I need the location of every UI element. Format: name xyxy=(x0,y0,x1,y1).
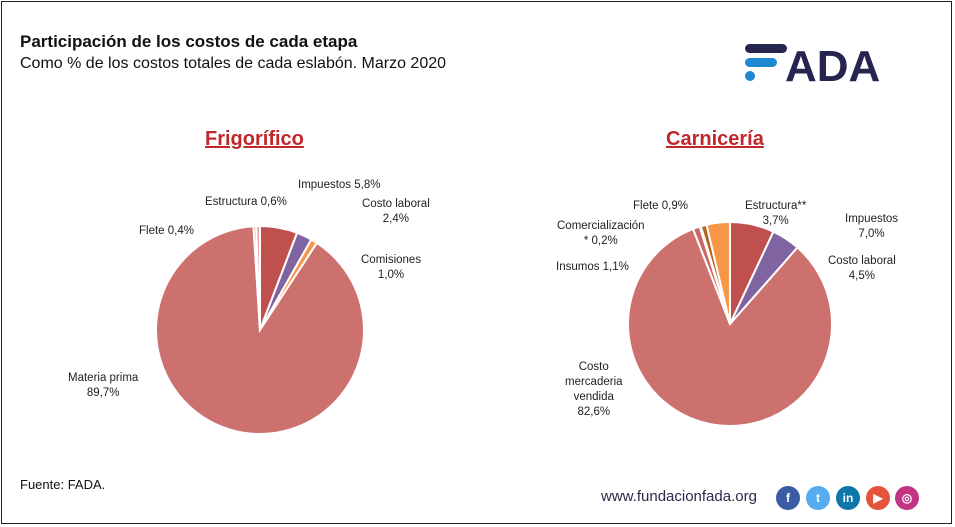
label-value: * 0,2% xyxy=(583,235,618,247)
label-estructura: Estructura** 3,7% xyxy=(745,199,806,229)
label-text: Comercialización xyxy=(557,220,645,232)
label-text: Costo xyxy=(578,361,609,373)
twitter-icon[interactable]: t xyxy=(806,486,830,510)
label-impuestos: Impuestos 7,0% xyxy=(845,212,898,242)
source-note: Fuente: FADA. xyxy=(20,477,106,492)
label-estructura: Estructura 0,6% xyxy=(205,196,287,208)
label-comercializacion: Comercialización * 0,2% xyxy=(557,219,645,249)
label-value: 2,4% xyxy=(382,213,409,225)
label-flete: Flete 0,9% xyxy=(633,200,688,212)
pie-slice-costo-mercaderia-vendida xyxy=(627,227,833,427)
label-text: Materia prima xyxy=(68,372,139,384)
pie-slice-estructura xyxy=(705,220,731,325)
label-value: 82,6% xyxy=(577,406,611,418)
facebook-icon[interactable]: f xyxy=(776,486,800,510)
label-text: Comisiones xyxy=(361,254,422,266)
instagram-icon[interactable]: ◎ xyxy=(895,486,919,510)
label-value: 89,7% xyxy=(86,387,120,399)
label-costo-laboral: Costo laboral 2,4% xyxy=(362,197,430,227)
slide-title: Participación de los costos de cada etap… xyxy=(20,32,358,51)
label-text: Costo laboral xyxy=(362,198,430,210)
linkedin-icon[interactable]: in xyxy=(836,486,860,510)
slide-subtitle: Como % de los costos totales de cada esl… xyxy=(20,55,447,72)
label-insumos: Insumos 1,1% xyxy=(556,261,629,273)
label-flete: Flete 0,4% xyxy=(139,225,194,237)
label-comisiones: Comisiones 1,0% xyxy=(361,253,421,283)
youtube-icon[interactable]: ▶ xyxy=(866,486,890,510)
label-impuestos: Impuestos 5,8% xyxy=(298,179,381,191)
pie-slice-estructura xyxy=(255,224,261,331)
label-value: 3,7% xyxy=(762,215,789,227)
pie-slice-materia-prima xyxy=(155,225,365,435)
label-value: 1,0% xyxy=(377,269,405,281)
label-costo-laboral: Costo laboral 4,5% xyxy=(828,254,896,284)
chart-title-frigorifico: Frigorífico xyxy=(205,128,304,150)
label-text: mercaderia xyxy=(565,376,623,388)
label-text: Costo laboral xyxy=(828,255,896,267)
label-value: 7,0% xyxy=(858,228,885,240)
label-value: 4,5% xyxy=(848,270,875,282)
chart-title-carniceria: Carnicería xyxy=(666,128,764,150)
label-costo-mercaderia: Costo mercaderia vendida 82,6% xyxy=(565,360,623,420)
label-text: Impuestos xyxy=(845,213,899,225)
label-materia-prima: Materia prima 89,7% xyxy=(68,371,138,401)
label-text: Estructura** xyxy=(745,200,807,212)
website-link[interactable]: www.fundacionfada.org xyxy=(601,488,757,505)
label-text: vendida xyxy=(573,391,614,403)
